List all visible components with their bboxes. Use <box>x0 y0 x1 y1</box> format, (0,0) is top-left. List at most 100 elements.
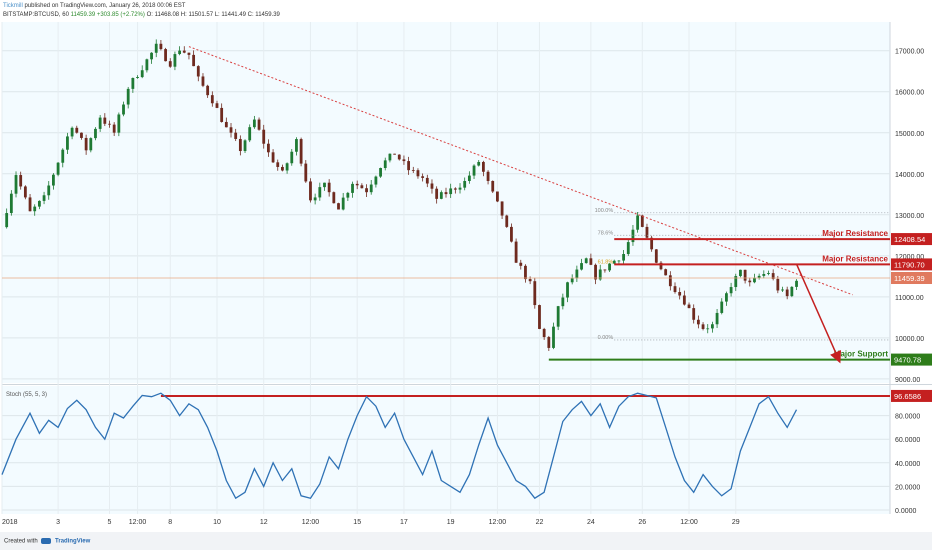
candle-body <box>374 176 378 185</box>
candle-body <box>734 276 738 288</box>
candle-body <box>112 124 116 133</box>
candle-body <box>126 88 130 105</box>
candle-body <box>355 183 359 186</box>
axis-price-label: 12408.54 <box>894 235 925 244</box>
candle-body <box>196 66 200 77</box>
candle-body <box>481 161 485 172</box>
candle-body <box>617 260 621 262</box>
candle-body <box>640 215 644 227</box>
candle-body <box>739 269 742 277</box>
fib-level-label: 61.8% <box>598 259 614 265</box>
candle-body <box>626 242 630 255</box>
candle-body <box>187 52 191 55</box>
candle-body <box>533 281 537 306</box>
candle-body <box>234 132 238 139</box>
price-tick-label: 11000.00 <box>895 295 924 302</box>
time-axis-bg <box>0 514 932 532</box>
publish-line: Tickmill published on TradingView.com, J… <box>3 3 185 9</box>
candle-body <box>159 43 163 50</box>
price-panel-bg <box>2 22 890 383</box>
key-level-name: Major Resistance <box>822 229 888 238</box>
candle-body <box>612 260 616 264</box>
price-tick-label: 10000.00 <box>895 336 924 343</box>
time-tick-label: 8 <box>168 519 172 526</box>
candle-body <box>23 186 27 198</box>
candle-body <box>594 264 597 280</box>
candle-body <box>500 201 504 216</box>
candle-body <box>252 119 256 128</box>
candle-body <box>505 215 509 227</box>
candle-body <box>696 319 700 325</box>
axis-current-price-label: 11459.39 <box>894 274 925 283</box>
stoch-tick-label: 40.0000 <box>895 461 920 468</box>
candle-body <box>566 282 569 298</box>
price-tick-label: 12000.00 <box>895 254 924 261</box>
candle-body <box>715 312 719 325</box>
candle-body <box>636 215 640 230</box>
time-tick-label: 19 <box>447 519 455 526</box>
time-tick-label: 12:00 <box>129 519 147 526</box>
axis-current-price-label-bg <box>891 272 932 285</box>
price-tick-label: 16000.00 <box>895 90 924 97</box>
chart-canvas[interactable]: 9000.00 10000.00 11000.00 12000.00 13000.00 1… <box>0 0 932 532</box>
candle-body <box>664 269 668 276</box>
candle-body <box>309 181 312 201</box>
time-tick-label: 12:00 <box>489 519 507 526</box>
candle-body <box>37 200 41 207</box>
candle-body <box>52 174 55 186</box>
stoch-panel-bg <box>2 386 890 514</box>
time-tick-label: 26 <box>638 519 646 526</box>
candle-body <box>192 54 196 67</box>
candle-body <box>645 226 649 238</box>
symbol-label: BITSTAMP:BTCUSD, 60 <box>3 12 69 18</box>
candle-body <box>771 273 775 279</box>
candle-body <box>411 170 415 171</box>
candle-body <box>584 258 588 264</box>
footer-brand[interactable]: TradingView <box>55 538 91 545</box>
candle-body <box>477 161 481 166</box>
candle-body <box>682 295 686 305</box>
key-level-name: Major Resistance <box>822 254 888 263</box>
stoch-title: Stoch (55, 5, 3) <box>6 392 47 398</box>
time-tick-label: 24 <box>587 519 595 526</box>
candle-body <box>220 107 224 122</box>
candle-body <box>467 175 471 181</box>
candle-body <box>416 170 420 177</box>
candle-body <box>56 162 60 175</box>
axis-price-label: 9470.78 <box>894 356 921 365</box>
time-tick-label: 15 <box>353 519 361 526</box>
candle-body <box>631 229 635 243</box>
candle-body <box>9 193 13 214</box>
candle-body <box>70 127 74 137</box>
candle-body <box>229 127 233 133</box>
candle-body <box>131 78 135 89</box>
candle-body <box>117 114 121 133</box>
candle-body <box>425 177 429 184</box>
candle-body <box>248 127 252 141</box>
candle-body <box>332 192 336 204</box>
candle-body <box>103 117 107 124</box>
candle-body <box>238 138 242 152</box>
candle-body <box>98 117 102 129</box>
candle-body <box>145 59 149 71</box>
candle-body <box>365 188 368 193</box>
ohlc-line: BITSTAMP:BTCUSD, 60 11459.39 +303.85 (+2… <box>3 12 280 18</box>
author-link[interactable]: Tickmill <box>3 3 23 9</box>
change-label: +303.85 (+2.72%) <box>96 12 145 18</box>
candle-body <box>360 185 364 189</box>
candle-body <box>201 76 205 86</box>
candle-body <box>276 162 280 167</box>
candle-body <box>678 292 682 296</box>
candle-body <box>140 70 144 78</box>
price-tick-label: 14000.00 <box>895 172 924 179</box>
candle-body <box>449 188 453 195</box>
candle-body <box>430 183 434 189</box>
candle-body <box>603 269 607 271</box>
candle-body <box>570 278 574 283</box>
candle-body <box>659 262 663 270</box>
candle-body <box>299 139 303 164</box>
candle-body <box>84 137 88 151</box>
stoch-tick-label: 20.0000 <box>895 484 920 491</box>
candle-body <box>206 85 210 96</box>
candle-body <box>622 254 626 261</box>
